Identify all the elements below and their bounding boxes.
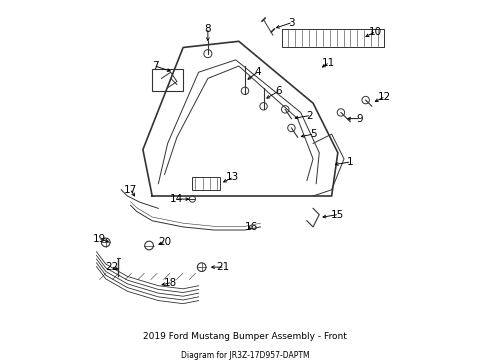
Text: 7: 7 bbox=[152, 61, 159, 71]
Text: 13: 13 bbox=[226, 172, 239, 183]
Text: 3: 3 bbox=[288, 18, 294, 28]
Text: 12: 12 bbox=[378, 92, 391, 102]
Text: 10: 10 bbox=[368, 27, 382, 37]
Text: 21: 21 bbox=[217, 262, 230, 272]
Text: 22: 22 bbox=[105, 262, 119, 272]
Text: 16: 16 bbox=[245, 222, 258, 232]
Text: 17: 17 bbox=[124, 185, 137, 195]
Text: 15: 15 bbox=[331, 210, 344, 220]
Text: 14: 14 bbox=[171, 194, 184, 204]
Text: 5: 5 bbox=[310, 129, 317, 139]
Text: 6: 6 bbox=[276, 86, 282, 96]
Text: 11: 11 bbox=[322, 58, 335, 68]
Text: 18: 18 bbox=[164, 278, 177, 288]
Text: 9: 9 bbox=[356, 114, 363, 123]
Text: 2: 2 bbox=[307, 111, 313, 121]
Text: 8: 8 bbox=[204, 24, 211, 34]
Text: 20: 20 bbox=[158, 237, 171, 247]
Text: 19: 19 bbox=[93, 234, 106, 244]
Text: 4: 4 bbox=[254, 67, 261, 77]
Text: Diagram for JR3Z-17D957-DAPTM: Diagram for JR3Z-17D957-DAPTM bbox=[181, 351, 309, 360]
Text: 1: 1 bbox=[347, 157, 353, 167]
Text: 2019 Ford Mustang Bumper Assembly - Front: 2019 Ford Mustang Bumper Assembly - Fron… bbox=[143, 332, 347, 341]
